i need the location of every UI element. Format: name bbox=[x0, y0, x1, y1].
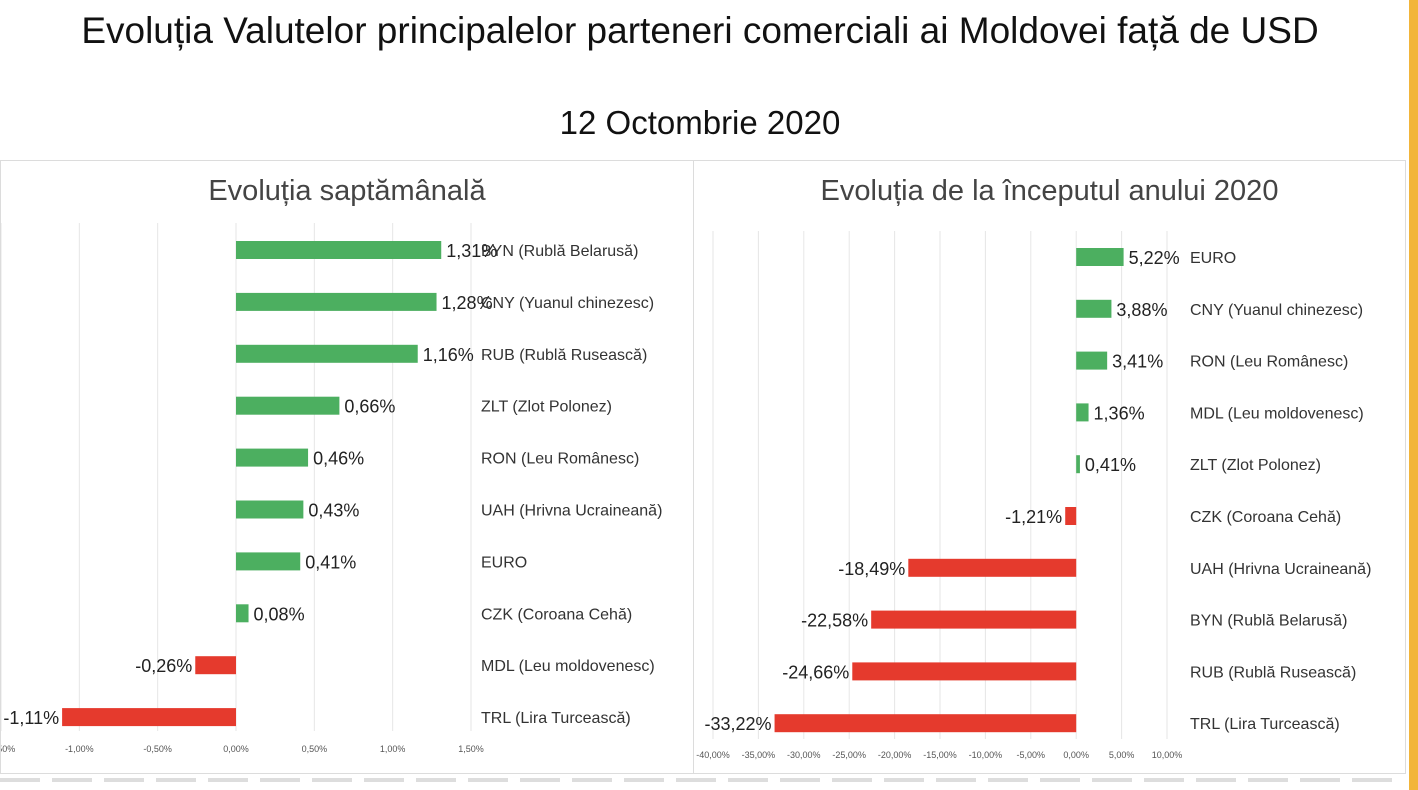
ytd-tick-label: 5,00% bbox=[1109, 750, 1135, 760]
ytd-data-label: -33,22% bbox=[705, 714, 772, 734]
weekly-data-label: 0,46% bbox=[313, 449, 364, 469]
weekly-tick-label: -0,50% bbox=[143, 744, 172, 754]
ytd-tick-label: -20,00% bbox=[878, 750, 912, 760]
weekly-data-label: 0,43% bbox=[308, 501, 359, 521]
weekly-category-label: TRL (Lira Turcească) bbox=[481, 710, 631, 727]
weekly-bar bbox=[236, 344, 418, 363]
ytd-data-label: 1,36% bbox=[1094, 403, 1145, 423]
ytd-bar bbox=[852, 662, 1077, 681]
ytd-category-label: CZK (Coroana Cehă) bbox=[1190, 509, 1341, 526]
ytd-data-label: -18,49% bbox=[838, 559, 905, 579]
weekly-data-label: 0,41% bbox=[305, 552, 356, 572]
weekly-category-label: EURO bbox=[481, 554, 527, 571]
ytd-chart-title: Evoluția de la începutul anului 2020 bbox=[820, 175, 1279, 207]
ytd-category-label: EURO bbox=[1190, 250, 1236, 267]
ytd-bar bbox=[871, 610, 1077, 629]
ytd-data-label: 3,41% bbox=[1112, 352, 1163, 372]
ytd-data-label: 0,41% bbox=[1085, 455, 1136, 475]
ytd-data-label: 3,88% bbox=[1116, 300, 1167, 320]
weekly-data-label: -1,11% bbox=[3, 708, 59, 728]
weekly-data-label: 1,28% bbox=[442, 293, 493, 313]
weekly-tick-label: 0,00% bbox=[223, 744, 249, 754]
ytd-category-label: BYN (Rublă Belarusă) bbox=[1190, 613, 1347, 630]
ytd-bar bbox=[1076, 351, 1108, 370]
ytd-category-label: RON (Leu Românesc) bbox=[1190, 354, 1348, 371]
ytd-bar bbox=[1076, 248, 1124, 266]
ytd-tick-label: -15,00% bbox=[923, 750, 957, 760]
weekly-bar bbox=[236, 604, 249, 623]
weekly-chart-title: Evoluția saptămânală bbox=[208, 175, 486, 207]
weekly-data-label: 0,08% bbox=[254, 604, 305, 624]
ytd-chart: -40,00% -35,00% -30,00% -25,00% -20,00% -15,0… bbox=[696, 231, 1371, 760]
ytd-data-label: -24,66% bbox=[782, 662, 849, 682]
ytd-data-label: 5,22% bbox=[1129, 248, 1180, 268]
ytd-tick-label: -10,00% bbox=[969, 750, 1003, 760]
weekly-tick-label: 1,50% bbox=[458, 744, 484, 754]
ytd-tick-label: -35,00% bbox=[742, 750, 776, 760]
weekly-tick-label: -1,50% bbox=[1, 744, 15, 754]
weekly-bar bbox=[62, 708, 236, 727]
weekly-category-label: CNY (Yuanul chinezesc) bbox=[481, 295, 654, 312]
ytd-data-label: -22,58% bbox=[801, 611, 868, 631]
weekly-chart: -1,50% -1,00% -0,50% 0,00% 0,50% 1,00% 1,50% 1,… bbox=[1, 223, 662, 754]
ytd-bar bbox=[1076, 403, 1089, 422]
ytd-tick-label: 0,00% bbox=[1063, 750, 1089, 760]
weekly-category-label: BYN (Rublă Belarusă) bbox=[481, 243, 638, 260]
page-subtitle: 12 Octombrie 2020 bbox=[559, 104, 841, 141]
weekly-category-label: RON (Leu Românesc) bbox=[481, 451, 639, 468]
ytd-category-label: RUB (Rublă Rusească) bbox=[1190, 664, 1356, 681]
weekly-tick-label: 1,00% bbox=[380, 744, 406, 754]
weekly-category-label: MDL (Leu moldovenesc) bbox=[481, 658, 655, 675]
ytd-data-label: -1,21% bbox=[1005, 507, 1062, 527]
weekly-bar bbox=[236, 292, 437, 311]
ytd-category-label: MDL (Leu moldovenesc) bbox=[1190, 405, 1364, 422]
weekly-category-label: CZK (Coroana Cehă) bbox=[481, 606, 632, 623]
weekly-category-label: ZLT (Zlot Polonez) bbox=[481, 399, 612, 416]
ytd-bar bbox=[1065, 507, 1077, 525]
ytd-bar bbox=[1076, 455, 1080, 474]
weekly-bar bbox=[236, 500, 304, 519]
weekly-bar bbox=[236, 396, 340, 415]
accent-strip bbox=[1409, 0, 1418, 790]
ytd-category-label: CNY (Yuanul chinezesc) bbox=[1190, 302, 1363, 319]
weekly-chart-panel: Evoluția saptămânală -1,50% -1,00% -0,50% 0… bbox=[0, 160, 694, 774]
ytd-chart-panel: Evoluția de la începutul anului 2020 -40… bbox=[693, 160, 1406, 774]
ytd-tick-label: -30,00% bbox=[787, 750, 821, 760]
ytd-tick-label: -25,00% bbox=[832, 750, 866, 760]
weekly-data-label: 1,31% bbox=[446, 241, 497, 261]
weekly-category-label: RUB (Rublă Rusească) bbox=[481, 347, 647, 364]
ytd-tick-label: 10,00% bbox=[1152, 750, 1183, 760]
weekly-bar bbox=[236, 241, 442, 259]
ytd-bar bbox=[774, 714, 1077, 733]
footer-divider bbox=[0, 778, 1400, 782]
ytd-tick-label: -40,00% bbox=[696, 750, 730, 760]
weekly-data-label: 1,16% bbox=[423, 345, 474, 365]
ytd-bar bbox=[908, 558, 1077, 577]
weekly-bar bbox=[195, 656, 236, 675]
weekly-bar bbox=[236, 448, 309, 467]
ytd-bar bbox=[1076, 299, 1112, 318]
weekly-tick-label: -1,00% bbox=[65, 744, 94, 754]
ytd-category-label: UAH (Hrivna Ucraineană) bbox=[1190, 561, 1371, 578]
weekly-tick-label: 0,50% bbox=[302, 744, 328, 754]
weekly-bar bbox=[236, 552, 301, 571]
ytd-tick-label: -5,00% bbox=[1017, 750, 1046, 760]
page-title: Evoluția Valutelor principalelor partene… bbox=[81, 10, 1319, 51]
weekly-data-label: 0,66% bbox=[344, 397, 395, 417]
weekly-category-label: UAH (Hrivna Ucraineană) bbox=[481, 503, 662, 520]
ytd-category-label: ZLT (Zlot Polonez) bbox=[1190, 457, 1321, 474]
weekly-data-label: -0,26% bbox=[135, 656, 192, 676]
ytd-category-label: TRL (Lira Turcească) bbox=[1190, 716, 1340, 733]
